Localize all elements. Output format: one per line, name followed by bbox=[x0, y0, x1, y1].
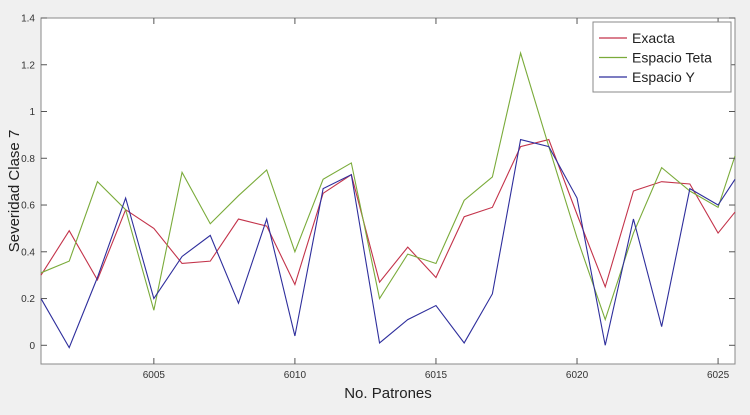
x-tick-label: 6020 bbox=[566, 370, 589, 381]
x-tick-label: 6010 bbox=[284, 370, 307, 381]
y-tick-label: 0.4 bbox=[21, 247, 35, 258]
x-axis-label: No. Patrones bbox=[344, 385, 432, 402]
y-tick-label: 1 bbox=[29, 107, 35, 118]
y-tick-label: 0.2 bbox=[21, 294, 35, 305]
legend: Exacta Espacio Teta Espacio Y bbox=[592, 21, 732, 93]
x-axis-ticks: 6005 6010 6015 6020 6025 bbox=[143, 18, 730, 381]
y-tick-label: 1.2 bbox=[21, 60, 35, 71]
y-tick-label: 0 bbox=[29, 341, 35, 352]
y-axis-label: Severidad Clase 7 bbox=[6, 130, 23, 253]
series-layer bbox=[40, 50, 736, 349]
series-line-espacio-teta bbox=[40, 50, 736, 322]
legend-label-exacta: Exacta bbox=[632, 30, 675, 46]
x-tick-label: 6015 bbox=[425, 370, 448, 381]
y-tick-label: 0.6 bbox=[21, 201, 35, 212]
legend-label-espacio-y: Espacio Y bbox=[632, 69, 695, 85]
x-tick-label: 6025 bbox=[707, 370, 730, 381]
y-tick-label: 0.8 bbox=[21, 154, 35, 165]
series-line-espacio-y bbox=[40, 138, 736, 349]
y-axis-ticks: 0 0.2 0.4 0.6 0.8 1 1.2 1.4 bbox=[21, 14, 735, 352]
legend-label-espacio-teta: Espacio Teta bbox=[632, 50, 712, 66]
y-tick-label: 1.4 bbox=[21, 14, 35, 25]
x-tick-label: 6005 bbox=[143, 370, 166, 381]
series-line-exacta bbox=[40, 138, 736, 289]
